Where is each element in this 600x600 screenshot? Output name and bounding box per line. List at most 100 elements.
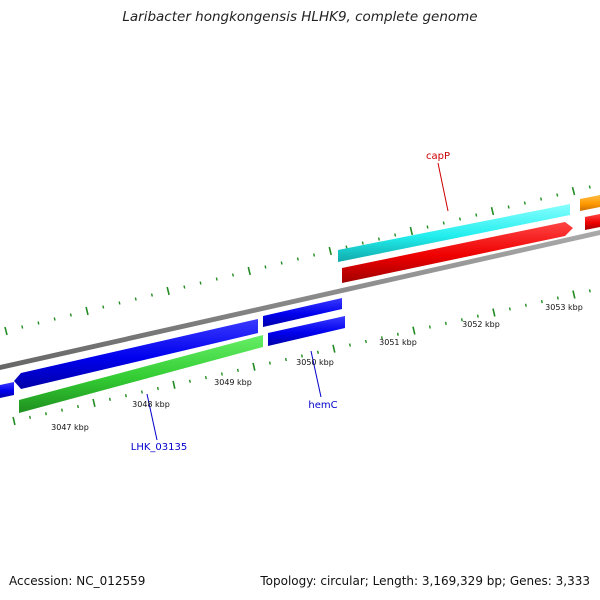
scale-label: 3053 kbp <box>545 303 583 312</box>
major-tick <box>12 416 16 426</box>
minor-tick <box>524 303 527 307</box>
minor-tick <box>458 217 462 221</box>
callout-label-capP[interactable]: capP <box>426 151 450 162</box>
major-tick <box>409 226 414 236</box>
minor-tick <box>188 379 191 383</box>
minor-tick <box>588 289 591 293</box>
minor-tick <box>220 372 223 376</box>
callout-label-hemC[interactable]: hemC <box>308 400 337 411</box>
minor-tick <box>140 390 143 394</box>
minor-tick <box>556 193 559 197</box>
minor-tick <box>588 185 591 189</box>
major-tick <box>4 326 8 336</box>
accession-text: Accession: NC_012559 <box>9 574 146 588</box>
major-tick <box>85 306 89 316</box>
minor-tick <box>316 350 319 354</box>
minor-tick <box>134 297 137 301</box>
minor-tick <box>264 265 267 269</box>
gene-feature-blue[interactable] <box>0 382 14 398</box>
outer-tick-ring <box>4 185 591 336</box>
minor-tick <box>296 257 299 261</box>
scale-label: 3047 kbp <box>51 423 89 432</box>
minor-tick <box>268 361 271 365</box>
major-tick <box>328 246 332 256</box>
minor-tick <box>108 397 111 401</box>
gene-feature-red[interactable] <box>585 214 600 230</box>
minor-tick <box>29 415 31 419</box>
minor-tick <box>199 281 202 285</box>
minor-tick <box>77 404 79 409</box>
minor-tick <box>45 412 47 416</box>
minor-tick <box>37 321 40 325</box>
major-tick <box>92 398 96 407</box>
major-tick <box>166 286 170 296</box>
minor-tick <box>508 307 511 311</box>
minor-tick <box>540 300 543 304</box>
callout-line-hemC <box>310 350 322 398</box>
callout-line-capP <box>437 162 449 212</box>
major-tick <box>412 326 416 335</box>
minor-tick <box>280 261 283 265</box>
gene-feature-blue[interactable] <box>268 316 345 346</box>
minor-tick <box>348 343 351 347</box>
minor-tick <box>69 313 72 317</box>
minor-tick <box>444 321 447 325</box>
minor-tick <box>460 318 463 322</box>
minor-tick <box>364 339 367 344</box>
minor-tick <box>61 408 63 412</box>
gene-feature-blue[interactable] <box>263 298 342 327</box>
gene-feature-green[interactable] <box>19 335 263 413</box>
minor-tick <box>345 245 348 249</box>
minor-tick <box>380 336 383 340</box>
callout-label-LHK_03135[interactable]: LHK_03135 <box>131 442 187 453</box>
scale-label: 3050 kbp <box>296 358 334 367</box>
inner-tick-ring <box>12 289 591 426</box>
minor-tick <box>394 233 397 237</box>
gene-feature-orange[interactable] <box>580 195 600 211</box>
major-tick <box>492 308 496 317</box>
minor-tick <box>556 296 559 300</box>
minor-tick <box>523 201 526 205</box>
minor-tick <box>507 205 510 209</box>
minor-tick <box>156 386 159 391</box>
minor-tick <box>377 237 380 241</box>
minor-tick <box>396 332 399 336</box>
minor-tick <box>236 368 239 372</box>
genome-backbone <box>0 230 600 370</box>
scale-label: 3048 kbp <box>132 400 170 409</box>
scale-label: 3051 kbp <box>379 338 417 347</box>
gene-feature-red[interactable] <box>342 222 573 283</box>
scale-label: 3052 kbp <box>462 320 500 329</box>
minor-tick <box>124 394 127 398</box>
genome-stats-text: Topology: circular; Length: 3,169,329 bp… <box>260 574 590 588</box>
minor-tick <box>475 213 478 217</box>
major-tick <box>571 186 576 196</box>
minor-tick <box>150 293 153 297</box>
major-tick <box>172 380 176 389</box>
minor-tick <box>540 197 543 201</box>
minor-tick <box>300 354 303 358</box>
minor-tick <box>102 305 105 309</box>
scale-label: 3049 kbp <box>214 378 252 387</box>
major-tick <box>247 266 251 276</box>
gene-feature-blue[interactable] <box>14 319 258 389</box>
minor-tick <box>118 301 121 305</box>
minor-tick <box>361 241 364 245</box>
major-tick <box>572 290 576 299</box>
gene-feature-cyan[interactable] <box>338 204 570 262</box>
minor-tick <box>284 357 287 362</box>
minor-tick <box>53 317 56 321</box>
minor-tick <box>231 273 235 277</box>
major-tick <box>252 362 256 371</box>
minor-tick <box>442 221 445 225</box>
minor-tick <box>215 277 218 281</box>
callout-line-LHK_03135 <box>146 393 158 441</box>
minor-tick <box>313 253 316 257</box>
minor-tick <box>183 285 186 289</box>
minor-tick <box>21 325 24 329</box>
minor-tick <box>204 375 207 380</box>
minor-tick <box>428 325 431 329</box>
map-title: Laribacter hongkongensis HLHK9, complete… <box>122 9 478 25</box>
major-tick <box>490 207 495 216</box>
